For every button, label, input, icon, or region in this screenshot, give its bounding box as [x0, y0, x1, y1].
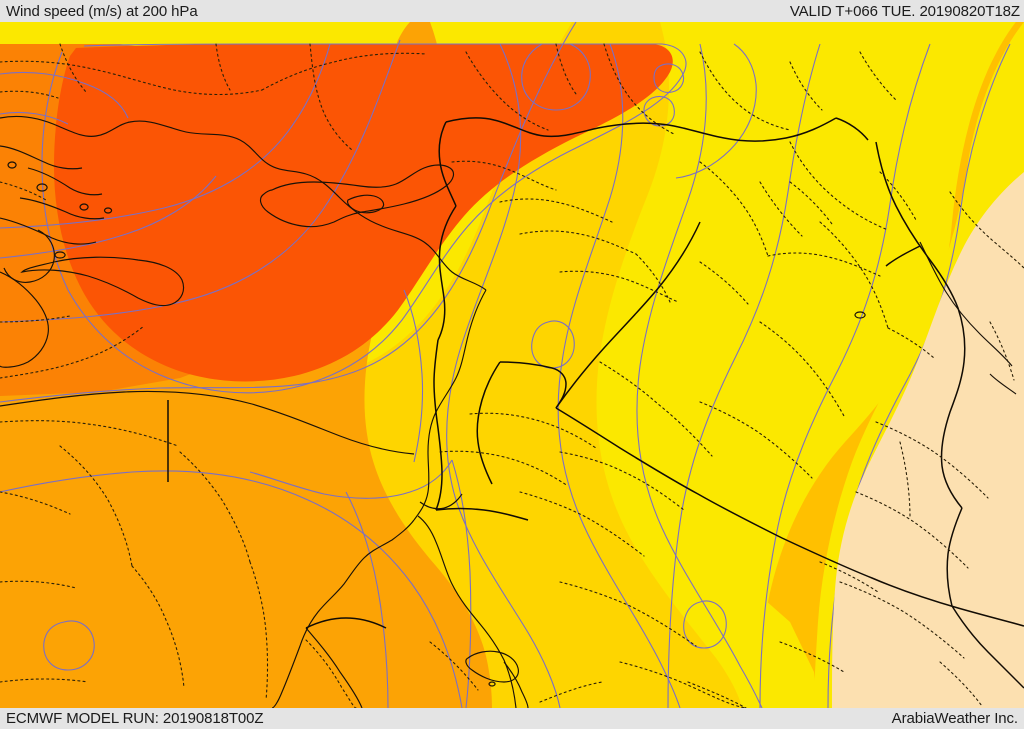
geography-layer — [0, 43, 1024, 708]
footer-bar: ECMWF MODEL RUN: 20190818T00Z ArabiaWeat… — [0, 708, 1024, 729]
wind-speed-contour-field — [0, 22, 1024, 708]
forecast-map[interactable] — [0, 22, 1024, 708]
band-lowest-iran — [832, 172, 1024, 708]
model-run-label: ECMWF MODEL RUN: 20190818T00Z — [6, 710, 264, 727]
header-bar: Wind speed (m/s) at 200 hPa VALID T+066 … — [0, 0, 1024, 22]
provider-credit: ArabiaWeather Inc. — [891, 710, 1018, 727]
page-title: Wind speed (m/s) at 200 hPa — [6, 3, 198, 20]
valid-time-label: VALID T+066 TUE. 20190820T18Z — [789, 3, 1020, 20]
